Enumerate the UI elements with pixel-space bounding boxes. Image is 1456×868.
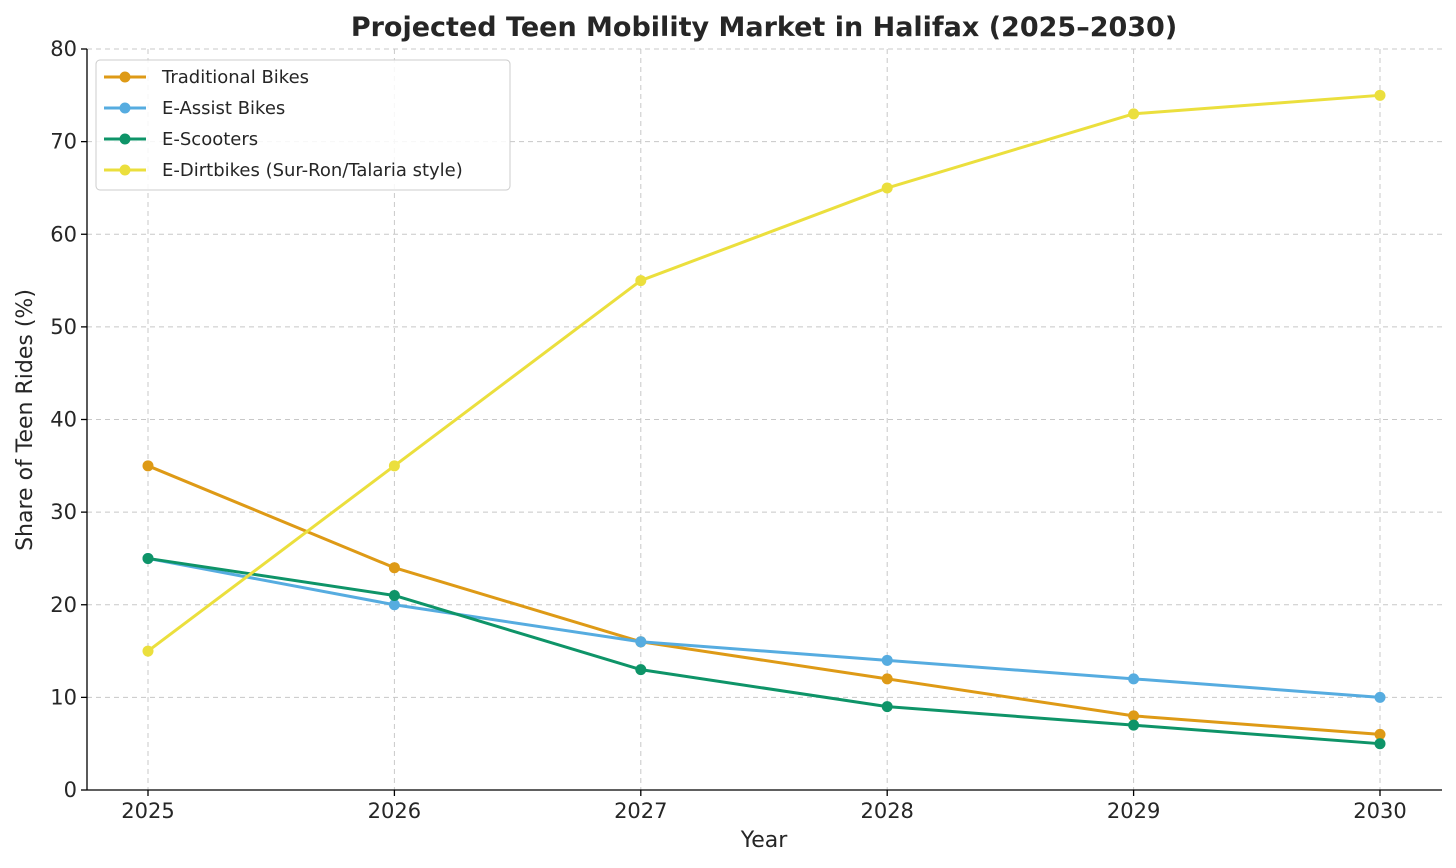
legend-item: E-Scooters <box>104 129 258 150</box>
data-point <box>142 460 154 472</box>
series-line <box>147 556 1381 699</box>
data-point <box>1374 728 1386 740</box>
series-1 <box>142 552 1386 703</box>
data-point <box>635 636 647 648</box>
series-3 <box>142 89 1386 657</box>
x-tick-label: 2028 <box>860 799 913 823</box>
data-point <box>388 589 400 601</box>
legend-label: E-Scooters <box>162 129 258 150</box>
data-point <box>1374 89 1386 101</box>
legend-label: E-Dirtbikes (Sur-Ron/Talaria style) <box>162 160 463 181</box>
y-tick-label: 10 <box>50 685 77 709</box>
y-tick-label: 70 <box>50 130 77 154</box>
series-line <box>147 464 1381 736</box>
legend-marker <box>119 164 131 176</box>
y-tick-label: 80 <box>50 37 77 61</box>
data-point <box>388 460 400 472</box>
data-point <box>1128 710 1140 722</box>
data-point <box>1128 108 1140 120</box>
data-point <box>1128 719 1140 731</box>
y-tick-label: 40 <box>50 408 77 432</box>
series-2 <box>142 552 1386 750</box>
data-point <box>142 552 154 564</box>
legend-marker <box>119 102 131 114</box>
x-axis-title: Year <box>740 828 789 853</box>
legend-marker <box>119 133 131 145</box>
y-tick-label: 20 <box>50 593 77 617</box>
data-point <box>635 664 647 676</box>
legend-box <box>95 59 511 191</box>
x-tick-label: 2027 <box>614 799 667 823</box>
y-tick-label: 50 <box>50 315 77 339</box>
x-tick-label: 2030 <box>1353 799 1406 823</box>
y-tick-label: 0 <box>64 778 77 802</box>
legend-item: E-Dirtbikes (Sur-Ron/Talaria style) <box>104 160 463 181</box>
axes: 2025 2026 2027 2028 2029 20300102030405060708… <box>50 37 1442 823</box>
data-point <box>881 654 893 666</box>
y-tick-label: 60 <box>50 222 77 246</box>
legend: Traditional Bikes E-Assist Bikes E-Scooter… <box>95 59 511 191</box>
data-point <box>388 599 400 611</box>
x-tick-label: 2026 <box>368 799 421 823</box>
legend-item: Traditional Bikes <box>104 67 309 88</box>
legend-marker <box>119 71 131 83</box>
data-point <box>1374 738 1386 750</box>
series-line <box>147 556 1381 746</box>
data-point <box>881 701 893 713</box>
data-point <box>881 673 893 685</box>
y-tick-label: 30 <box>50 500 77 524</box>
data-point <box>142 645 154 657</box>
legend-item: E-Assist Bikes <box>104 98 285 119</box>
series-line <box>147 93 1381 653</box>
legend-label: E-Assist Bikes <box>162 98 285 119</box>
x-tick-label: 2029 <box>1107 799 1160 823</box>
data-point <box>1128 673 1140 685</box>
legend-label: Traditional Bikes <box>161 67 309 88</box>
data-point <box>881 182 893 194</box>
data-point <box>635 275 647 287</box>
series-lines <box>142 89 1386 750</box>
x-tick-label: 2025 <box>121 799 174 823</box>
data-point <box>1374 691 1386 703</box>
chart-title: Projected Teen Mobility Market in Halifa… <box>351 12 1177 43</box>
series-0 <box>142 460 1386 740</box>
data-point <box>388 562 400 574</box>
y-axis-title: Share of Teen Rides (%) <box>13 289 38 551</box>
